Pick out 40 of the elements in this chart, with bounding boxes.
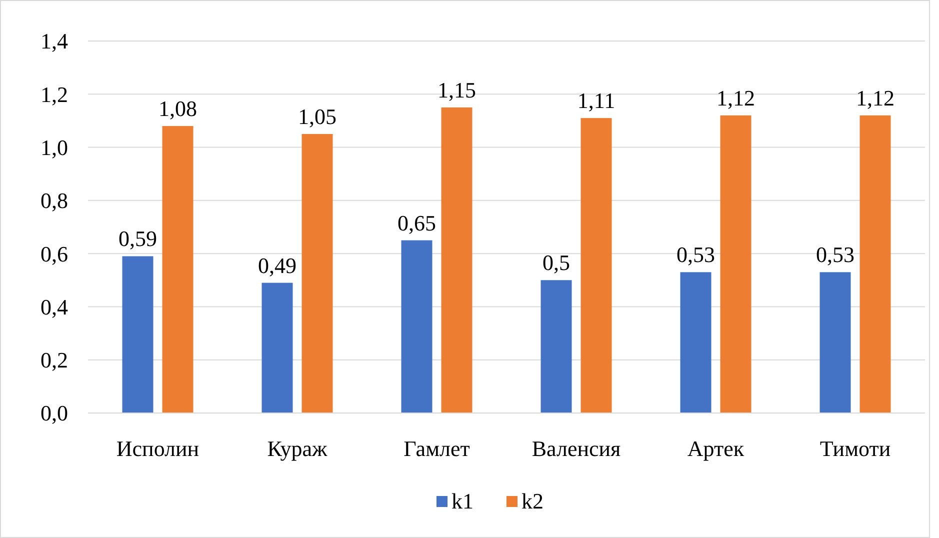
legend-label: k1 (452, 488, 474, 514)
y-tick-label: 0,2 (40, 348, 68, 373)
x-tick-label: Валенсия (532, 436, 621, 461)
data-label: 1,11 (577, 88, 616, 114)
bar (540, 280, 572, 413)
data-label: 1,05 (298, 104, 336, 129)
y-tick-label: 1,2 (40, 82, 68, 107)
x-tick-label: Гамлет (404, 436, 470, 461)
data-label: 1,12 (856, 85, 894, 110)
bar (860, 115, 891, 413)
data-label: 0,53 (676, 242, 715, 268)
x-tick-label: Тимоти (820, 436, 891, 461)
y-tick-label: 0,0 (40, 400, 68, 426)
data-label: 0,59 (118, 226, 157, 252)
bar (820, 272, 851, 413)
y-tick-label: 0,8 (40, 188, 68, 214)
bar (580, 118, 612, 413)
y-tick-label: 0,6 (40, 241, 68, 266)
bar (441, 107, 472, 413)
data-label: 1,12 (716, 85, 755, 110)
bar (401, 240, 432, 413)
legend-label: k2 (522, 488, 544, 514)
bar (302, 134, 333, 413)
y-tick-label: 1,4 (40, 28, 68, 54)
bar (262, 282, 293, 413)
bar (162, 126, 194, 413)
data-label: 1,15 (438, 77, 476, 102)
y-tick-label: 0,4 (40, 294, 68, 320)
data-label: 1,08 (158, 96, 197, 122)
y-tick-label: 1,0 (40, 134, 68, 160)
data-label: 0,53 (816, 242, 854, 268)
data-label: 0,49 (258, 252, 296, 278)
x-tick-label: Артек (687, 436, 744, 461)
x-tick-label: Кураж (267, 436, 328, 461)
data-label: 0,5 (542, 250, 570, 276)
x-tick-label: Исполин (116, 436, 200, 461)
bar (122, 256, 154, 413)
data-label: 0,65 (398, 210, 436, 236)
bar (680, 272, 712, 413)
bar (720, 115, 752, 413)
